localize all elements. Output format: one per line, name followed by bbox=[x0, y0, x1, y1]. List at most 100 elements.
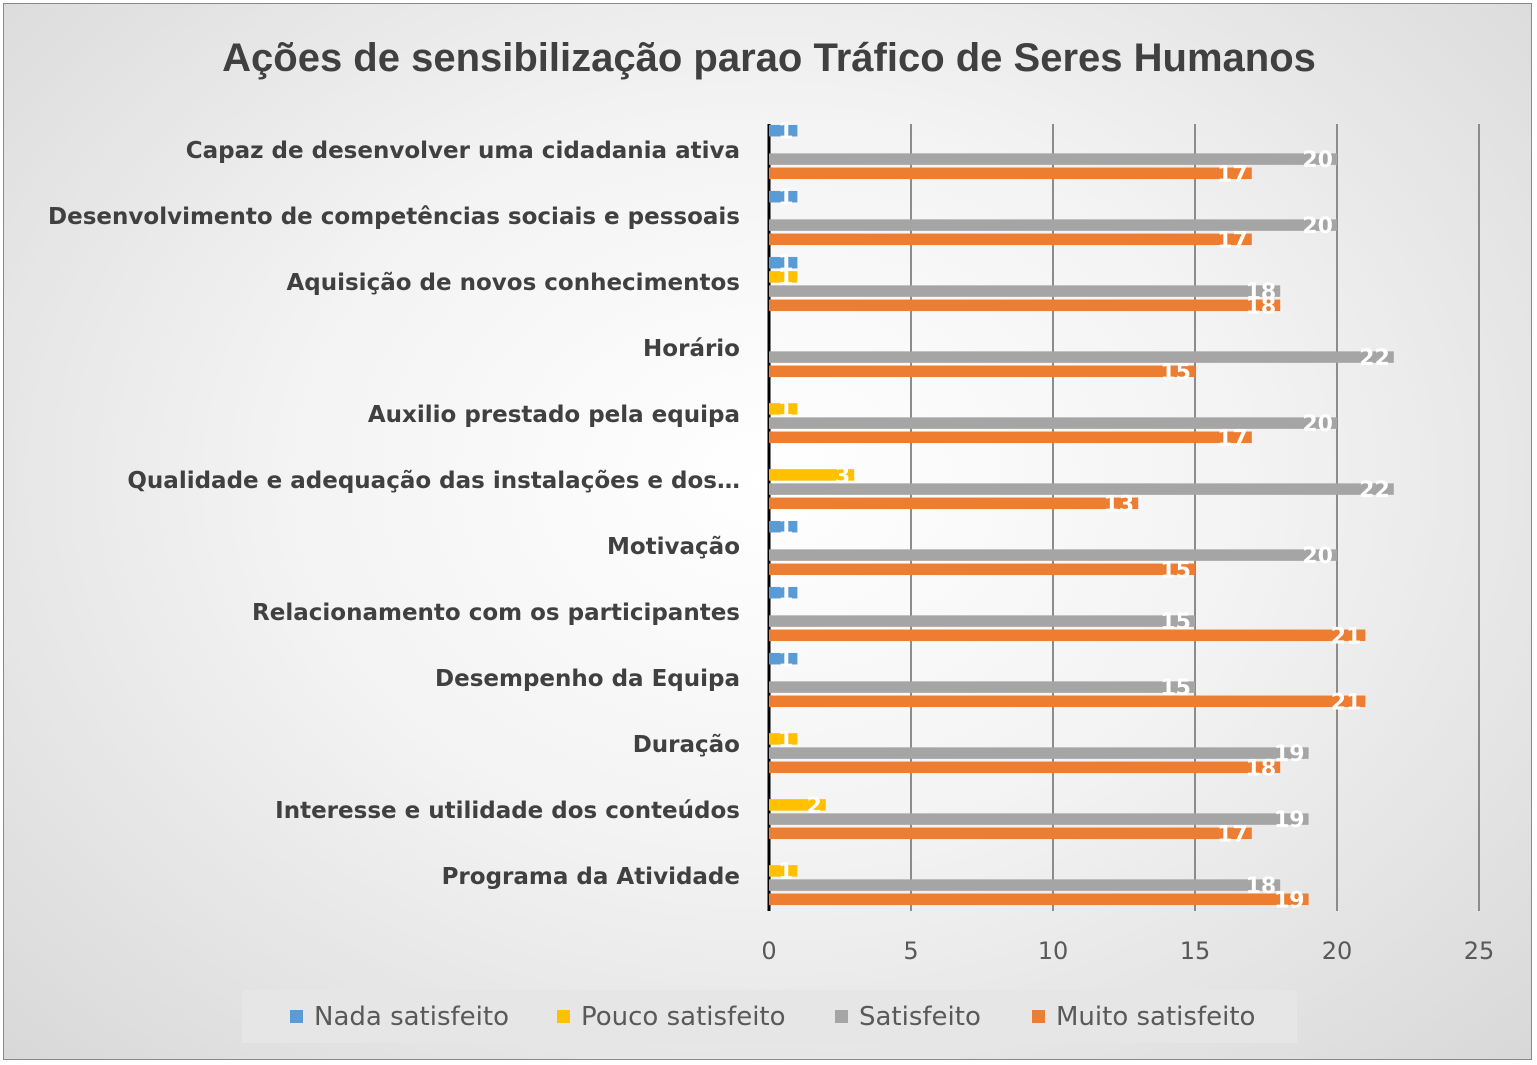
data-label-4-9: 21 bbox=[1331, 690, 1362, 715]
category-label-7: Motivação bbox=[607, 534, 740, 560]
data-label-3-9: 15 bbox=[1160, 676, 1191, 701]
bar-4-11 bbox=[769, 827, 1252, 840]
x-tick-label-10: 10 bbox=[1038, 937, 1069, 965]
data-label-1-2: 1 bbox=[778, 186, 793, 211]
bar-2-6 bbox=[769, 469, 855, 481]
bar-3-10 bbox=[769, 747, 1309, 759]
chart-title: Ações de sensibilização parao Tráfico de… bbox=[222, 36, 1316, 80]
x-tick-label-25: 25 bbox=[1464, 937, 1495, 965]
data-label-1-7: 1 bbox=[778, 516, 793, 541]
bar-4-2 bbox=[769, 233, 1252, 246]
data-label-3-4: 22 bbox=[1359, 346, 1390, 371]
bar-4-9 bbox=[769, 695, 1366, 708]
bar-1-3 bbox=[769, 256, 798, 269]
data-label-4-8: 21 bbox=[1331, 624, 1362, 649]
bar-2-5 bbox=[769, 403, 798, 415]
data-label-3-1: 20 bbox=[1302, 148, 1333, 173]
data-label-2-12: 1 bbox=[778, 860, 793, 885]
category-label-2: Desenvolvimento de competências sociais … bbox=[48, 204, 740, 230]
bar-1-2 bbox=[769, 190, 798, 203]
data-label-2-11: 2 bbox=[806, 794, 821, 819]
data-label-3-10: 19 bbox=[1274, 742, 1305, 767]
data-label-3-7: 20 bbox=[1302, 544, 1333, 569]
category-label-6: Qualidade e adequação das instalações e … bbox=[127, 468, 740, 494]
data-label-2-3: 1 bbox=[778, 266, 793, 291]
category-label-8: Relacionamento com os participantes bbox=[252, 600, 740, 626]
bar-3-5 bbox=[769, 417, 1337, 429]
x-tick-label-5: 5 bbox=[903, 937, 918, 965]
category-labels: Capaz de desenvolver uma cidadania ativa… bbox=[48, 138, 740, 890]
category-label-9: Desempenho da Equipa bbox=[435, 666, 740, 692]
bar-4-5 bbox=[769, 431, 1252, 444]
chart-area: Ações de sensibilização parao Tráfico de… bbox=[3, 3, 1532, 1060]
bar-4-7 bbox=[769, 563, 1195, 576]
bars bbox=[769, 124, 1394, 906]
data-label-3-6: 22 bbox=[1359, 478, 1390, 503]
bar-4-3 bbox=[769, 299, 1281, 312]
bar-1-1 bbox=[769, 124, 798, 137]
data-label-3-5: 20 bbox=[1302, 412, 1333, 437]
bar-1-9 bbox=[769, 652, 798, 665]
data-label-1-8: 1 bbox=[778, 582, 793, 607]
data-label-3-2: 20 bbox=[1302, 214, 1333, 239]
x-tick-label-15: 15 bbox=[1180, 937, 1211, 965]
gridlines bbox=[767, 124, 1480, 911]
data-label-4-5: 17 bbox=[1217, 426, 1248, 451]
legend-label-1: Nada satisfeito bbox=[314, 1002, 509, 1032]
bar-4-4 bbox=[769, 365, 1195, 378]
data-label-4-1: 17 bbox=[1217, 162, 1248, 187]
data-label-4-4: 15 bbox=[1160, 360, 1191, 385]
bar-3-3 bbox=[769, 285, 1281, 297]
bar-2-10 bbox=[769, 733, 798, 745]
category-label-3: Aquisição de novos conhecimentos bbox=[286, 270, 740, 296]
legend-box bbox=[242, 990, 1297, 1043]
data-label-4-6: 13 bbox=[1104, 492, 1135, 517]
data-label-2-10: 1 bbox=[778, 728, 793, 753]
data-label-4-10: 18 bbox=[1246, 756, 1277, 781]
data-label-3-8: 15 bbox=[1160, 610, 1191, 635]
data-label-1-1: 1 bbox=[778, 120, 793, 145]
bar-4-6 bbox=[769, 497, 1139, 510]
legend-swatch-2 bbox=[557, 1010, 570, 1023]
bar-1-7 bbox=[769, 520, 798, 533]
bar-3-4 bbox=[769, 351, 1394, 363]
bar-3-8 bbox=[769, 615, 1195, 627]
bar-3-2 bbox=[769, 219, 1337, 231]
x-tick-label-20: 20 bbox=[1322, 937, 1353, 965]
bar-2-3 bbox=[769, 271, 798, 283]
bar-2-11 bbox=[769, 799, 826, 811]
data-label-3-3: 18 bbox=[1246, 280, 1277, 305]
data-label-4-12: 19 bbox=[1274, 888, 1305, 913]
bar-3-1 bbox=[769, 153, 1337, 165]
legend-swatch-4 bbox=[1032, 1010, 1045, 1023]
data-label-4-7: 15 bbox=[1160, 558, 1191, 583]
chart-svg: Ações de sensibilização parao Tráfico de… bbox=[48, 36, 1494, 1043]
bar-2-12 bbox=[769, 865, 798, 877]
data-label-2-6: 3 bbox=[835, 464, 850, 489]
data-label-1-9: 1 bbox=[778, 648, 793, 673]
data-label-3-12: 18 bbox=[1246, 874, 1277, 899]
data-labels: 1201712017111818221512017322131201511521… bbox=[778, 120, 1390, 914]
bar-1-8 bbox=[769, 586, 798, 599]
bar-3-7 bbox=[769, 549, 1337, 561]
bar-4-1 bbox=[769, 167, 1252, 180]
category-label-12: Programa da Atividade bbox=[442, 864, 740, 890]
category-label-5: Auxilio prestado pela equipa bbox=[368, 402, 740, 428]
data-label-3-11: 19 bbox=[1274, 808, 1305, 833]
bar-3-11 bbox=[769, 813, 1309, 825]
legend-label-3: Satisfeito bbox=[859, 1002, 981, 1032]
bar-3-6 bbox=[769, 483, 1394, 495]
legend-swatch-1 bbox=[290, 1010, 303, 1023]
x-axis-ticks: 0 5 10 15 20 25 bbox=[761, 937, 1494, 965]
x-tick-label-0: 0 bbox=[761, 937, 776, 965]
legend-label-2: Pouco satisfeito bbox=[581, 1002, 786, 1032]
category-label-4: Horário bbox=[643, 336, 740, 362]
legend-label-4: Muito satisfeito bbox=[1056, 1002, 1255, 1032]
bar-3-12 bbox=[769, 879, 1281, 891]
data-label-1-3: 1 bbox=[778, 252, 793, 277]
data-label-2-5: 1 bbox=[778, 398, 793, 423]
bar-4-10 bbox=[769, 761, 1281, 774]
data-label-4-3: 18 bbox=[1246, 294, 1277, 319]
legend: Nada satisfeito Pouco satisfeito Satisfeit… bbox=[242, 990, 1297, 1043]
data-label-4-2: 17 bbox=[1217, 228, 1248, 253]
